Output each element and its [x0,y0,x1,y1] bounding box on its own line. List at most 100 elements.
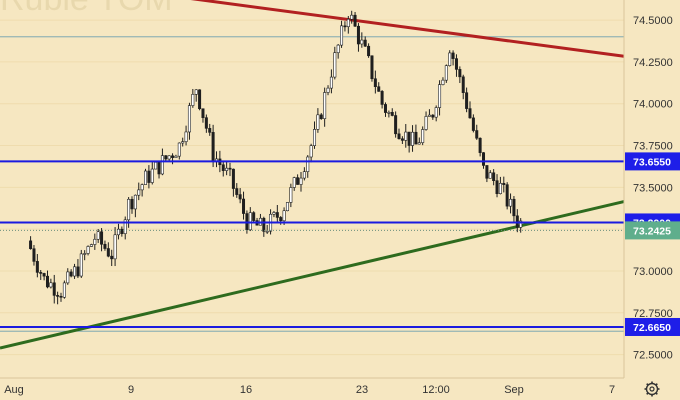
candle-body [400,138,404,141]
candle [120,226,124,237]
candle-body [458,69,462,78]
candle-body [289,187,293,203]
candle-body [468,108,472,119]
candle-body [326,87,330,93]
candle [306,155,310,178]
candle-body [29,240,33,250]
candle-body [353,14,357,27]
candle-body [373,78,377,88]
candle [52,274,56,304]
candle-body [113,234,117,260]
candle [454,54,458,77]
candle [329,69,333,94]
candle-body [198,89,202,110]
candle-body [235,188,239,195]
candle [390,108,394,117]
candle [164,155,168,162]
candle-body [164,155,168,160]
candle [478,137,482,157]
candle-body [512,198,516,217]
candle-body [171,155,175,158]
candle [29,236,33,250]
candle-body [394,115,398,135]
price-badge-resistance-1 [625,152,680,171]
candle-body [336,44,340,54]
candle [42,272,46,281]
x-tick-label: 12:00 [422,384,450,396]
candle-body [356,25,360,45]
candle-body [32,248,36,262]
candle [444,64,448,83]
candle-body [262,217,266,232]
candle [421,126,425,146]
candle [441,77,445,86]
candle [498,176,502,195]
candle-body [225,167,229,171]
candle-body [407,131,411,146]
candle-body [265,230,269,233]
candle-body [471,117,475,131]
candle-body [360,39,364,45]
candle-body [397,133,401,140]
candle-body [451,52,455,59]
candle-body [279,217,283,222]
candle [49,278,53,289]
price-badge-support [625,317,680,336]
watermark-title: Ruble TOM [0,0,173,18]
candle-body [414,131,418,145]
candle [265,224,269,234]
candle [76,259,80,279]
x-tick-label: 9 [128,384,134,396]
candle-body [302,171,306,179]
candle [411,125,415,152]
candle [407,131,411,153]
candle-body [86,246,90,254]
candle [424,111,428,131]
candle-body [73,266,77,277]
x-tick-label: Aug [4,384,24,396]
candle-body [154,161,158,170]
candle-body [465,92,469,109]
candle [356,23,360,52]
candle [461,74,465,100]
candle [380,90,384,109]
candle [333,46,337,80]
candle-body [485,165,489,179]
candle [110,249,114,267]
candle-body [316,114,320,130]
price-axis-ticks: 74.500074.250074.000073.750073.500073.25… [633,15,673,362]
y-tick-label: 73.0000 [633,266,673,278]
candle [451,50,455,66]
candle-body [299,177,303,185]
candle [171,153,175,165]
candle [387,110,391,118]
candle-body [431,114,435,118]
y-tick-label: 74.2500 [633,57,673,69]
candle [519,218,523,233]
candle [150,161,154,185]
candle-body [475,130,479,139]
candle [363,36,367,47]
candle [242,191,246,220]
candle [299,171,303,192]
candle-body [69,271,73,277]
candle-body [488,172,492,179]
candle [221,160,225,177]
candle-body [184,131,188,142]
candle-body [137,189,141,196]
candle-body [204,117,208,129]
y-tick-label: 74.5000 [633,15,673,27]
candle-body [377,86,381,92]
candle [313,121,317,149]
candle-body [340,25,344,46]
time-axis[interactable] [0,378,624,400]
candle [191,88,195,108]
candle-body [438,84,442,108]
candle [319,113,323,120]
candle-body [147,170,151,183]
gear-icon[interactable] [644,381,660,397]
candle-body [509,198,513,207]
